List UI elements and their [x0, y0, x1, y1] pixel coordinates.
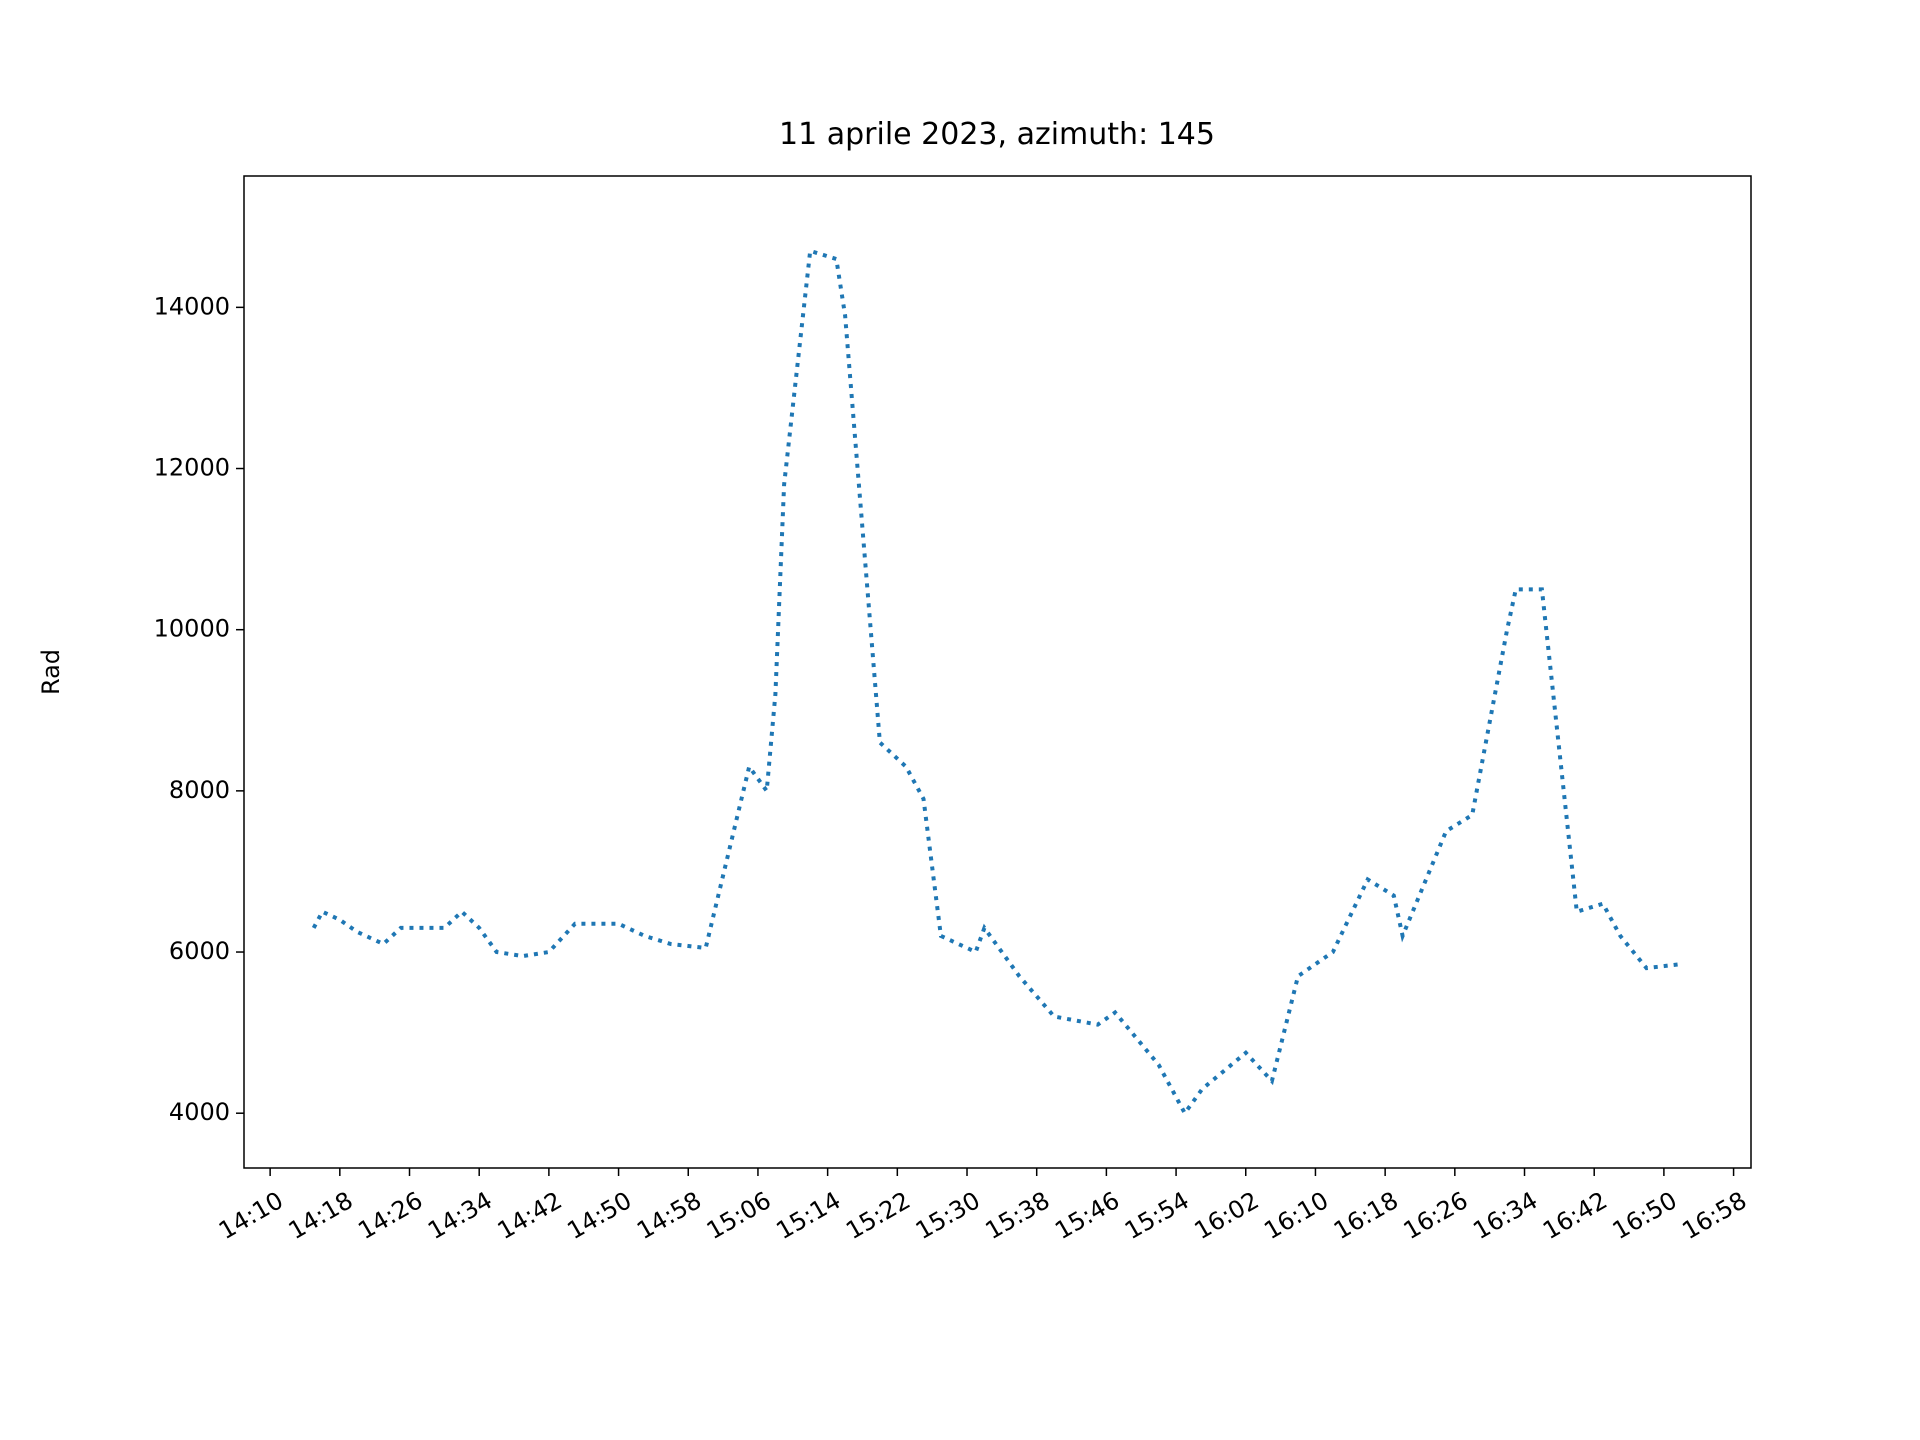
data-line: [311, 248, 1682, 1117]
plot-frame: [243, 175, 1752, 1169]
y-tick-label: 8000: [169, 776, 230, 804]
y-tick-label: 14000: [154, 292, 230, 320]
y-axis-label: Rad: [37, 649, 65, 695]
y-tick-label: 10000: [154, 615, 230, 643]
y-tick-label: 4000: [169, 1098, 230, 1126]
chart-title: 11 aprile 2023, azimuth: 145: [779, 117, 1215, 152]
y-tick-label: 6000: [169, 937, 230, 965]
y-tick-label: 12000: [154, 454, 230, 482]
